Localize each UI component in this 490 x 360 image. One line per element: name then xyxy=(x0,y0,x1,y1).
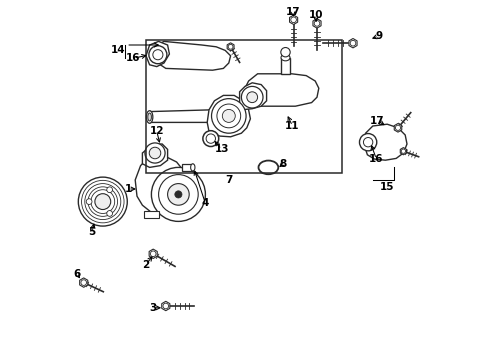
Circle shape xyxy=(242,86,263,108)
Circle shape xyxy=(88,187,118,216)
Circle shape xyxy=(86,199,92,204)
Circle shape xyxy=(206,134,216,143)
Circle shape xyxy=(150,251,156,257)
Text: 5: 5 xyxy=(88,227,96,237)
Polygon shape xyxy=(349,39,357,48)
Circle shape xyxy=(163,303,169,309)
Polygon shape xyxy=(240,83,267,110)
Circle shape xyxy=(91,190,115,213)
Circle shape xyxy=(81,180,124,223)
Circle shape xyxy=(247,92,258,103)
Polygon shape xyxy=(151,41,231,70)
Circle shape xyxy=(228,44,233,49)
Circle shape xyxy=(350,40,356,46)
Circle shape xyxy=(149,46,167,64)
Polygon shape xyxy=(394,123,402,132)
Bar xyxy=(146,40,342,173)
Ellipse shape xyxy=(281,54,290,61)
Text: 14: 14 xyxy=(111,45,125,55)
Text: 8: 8 xyxy=(279,159,287,169)
Text: 16: 16 xyxy=(369,154,384,164)
Circle shape xyxy=(95,194,111,210)
Circle shape xyxy=(153,50,163,60)
Polygon shape xyxy=(313,19,321,28)
Circle shape xyxy=(149,147,161,159)
Text: 7: 7 xyxy=(225,175,232,185)
Polygon shape xyxy=(149,249,157,258)
Text: 3: 3 xyxy=(149,303,157,313)
Circle shape xyxy=(360,134,377,151)
Circle shape xyxy=(314,21,320,26)
Circle shape xyxy=(107,187,113,193)
Text: 12: 12 xyxy=(149,126,164,136)
Circle shape xyxy=(159,175,198,214)
Polygon shape xyxy=(144,211,159,218)
Circle shape xyxy=(151,167,205,221)
Circle shape xyxy=(78,177,127,226)
Circle shape xyxy=(85,184,121,220)
Polygon shape xyxy=(162,301,170,311)
Text: 13: 13 xyxy=(214,144,229,154)
Text: 2: 2 xyxy=(143,260,149,270)
Polygon shape xyxy=(281,58,290,74)
Circle shape xyxy=(168,184,189,205)
Ellipse shape xyxy=(148,113,151,121)
Text: 6: 6 xyxy=(73,269,80,279)
Text: 1: 1 xyxy=(124,184,132,194)
Circle shape xyxy=(401,149,406,153)
Circle shape xyxy=(107,211,113,216)
Ellipse shape xyxy=(259,161,278,174)
Circle shape xyxy=(212,99,246,133)
Polygon shape xyxy=(364,124,407,160)
Text: 17: 17 xyxy=(286,6,300,17)
Polygon shape xyxy=(400,148,407,155)
Text: 11: 11 xyxy=(285,121,300,131)
Polygon shape xyxy=(146,41,170,67)
Circle shape xyxy=(364,138,373,147)
Text: 4: 4 xyxy=(202,198,209,208)
Circle shape xyxy=(222,109,235,122)
Polygon shape xyxy=(290,15,297,24)
Text: 15: 15 xyxy=(380,182,394,192)
Polygon shape xyxy=(80,278,88,287)
Circle shape xyxy=(291,17,296,23)
Circle shape xyxy=(281,48,290,57)
Circle shape xyxy=(145,143,165,163)
Circle shape xyxy=(175,191,182,198)
Polygon shape xyxy=(227,43,234,51)
Polygon shape xyxy=(143,144,168,167)
Circle shape xyxy=(395,125,401,130)
Text: 9: 9 xyxy=(375,31,383,41)
Polygon shape xyxy=(182,164,193,171)
Circle shape xyxy=(203,131,219,147)
Text: 17: 17 xyxy=(370,116,385,126)
Text: 10: 10 xyxy=(309,10,323,20)
Polygon shape xyxy=(207,95,250,137)
Circle shape xyxy=(81,280,87,285)
Polygon shape xyxy=(135,157,187,214)
Polygon shape xyxy=(360,139,366,146)
Text: 16: 16 xyxy=(126,53,141,63)
Circle shape xyxy=(217,104,241,128)
Ellipse shape xyxy=(147,111,153,123)
Ellipse shape xyxy=(191,164,195,171)
Polygon shape xyxy=(243,74,319,106)
Polygon shape xyxy=(149,110,213,122)
